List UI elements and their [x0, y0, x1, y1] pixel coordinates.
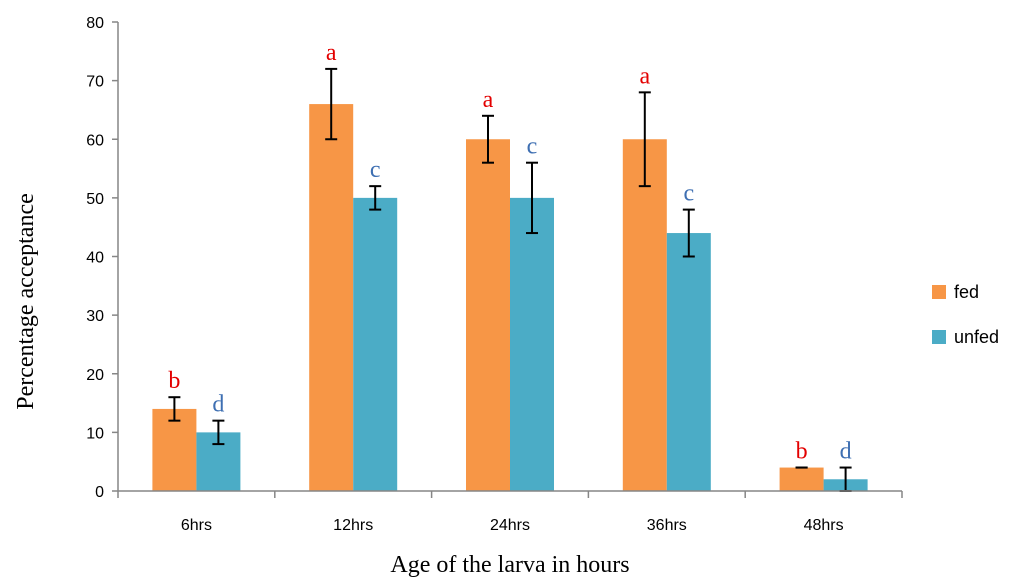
y-tick-label-30: 30 [86, 308, 104, 325]
x-tick-label-12hrs: 12hrs [333, 517, 373, 534]
x-tick-label-6hrs: 6hrs [181, 517, 212, 534]
legend-swatch-unfed [932, 330, 946, 344]
significance-label-unfed-6hrs: d [212, 392, 224, 418]
significance-label-fed-48hrs: b [796, 439, 808, 465]
significance-label-unfed-24hrs: c [527, 134, 538, 160]
x-tick-label-36hrs: 36hrs [647, 517, 687, 534]
y-tick-label-40: 40 [86, 250, 104, 267]
significance-label-fed-24hrs: a [483, 87, 494, 113]
y-tick-label-0: 0 [95, 484, 104, 501]
y-tick-label-80: 80 [86, 15, 104, 32]
significance-label-fed-36hrs: a [639, 63, 650, 89]
significance-label-unfed-48hrs: d [840, 439, 852, 465]
bar-fed-24hrs [466, 139, 510, 491]
bar-fed-36hrs [622, 139, 667, 491]
bar-fed-48hrs [779, 467, 824, 491]
bar-unfed-24hrs [510, 197, 554, 491]
y-tick-label-10: 10 [86, 425, 104, 442]
significance-label-unfed-36hrs: c [683, 181, 694, 207]
significance-label-fed-6hrs: b [168, 368, 180, 394]
y-tick-label-60: 60 [86, 132, 104, 149]
bar-fed-12hrs [309, 104, 354, 491]
legend-swatch-fed [932, 285, 946, 299]
x-axis-title: Age of the larva in hours [390, 552, 629, 578]
significance-label-unfed-12hrs: c [370, 157, 381, 183]
x-tick-label-48hrs: 48hrs [804, 517, 844, 534]
y-axis-title: Percentage acceptance [13, 193, 39, 410]
y-tick-label-20: 20 [86, 367, 104, 384]
significance-label-fed-12hrs: a [326, 40, 337, 66]
bar-unfed-36hrs [666, 233, 711, 492]
bar-unfed-12hrs [353, 197, 398, 491]
bar-fed-6hrs [152, 408, 197, 491]
y-tick-label-50: 50 [86, 191, 104, 208]
x-tick-label-24hrs: 24hrs [490, 517, 530, 534]
legend: fed unfed [932, 282, 999, 347]
y-tick-label-70: 70 [86, 74, 104, 91]
legend-label-unfed: unfed [954, 327, 999, 347]
legend-label-fed: fed [954, 282, 979, 302]
plot-area: b d 6hrs a c 12hrs a c 24hrs a c 36hrs b d 48hrs 0 10 20 3… [86, 15, 903, 534]
